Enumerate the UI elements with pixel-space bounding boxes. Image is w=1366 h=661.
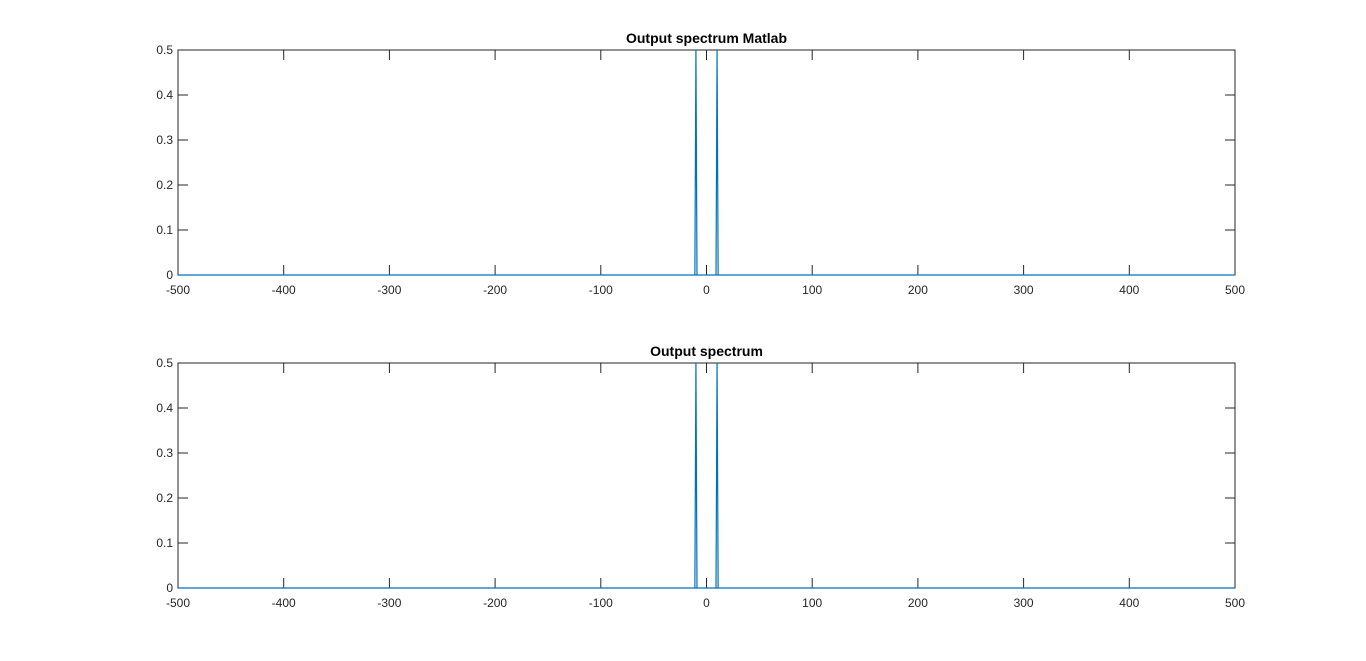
- plot-title: Output spectrum Matlab: [626, 30, 787, 46]
- y-tick-label: 0.4: [156, 401, 173, 415]
- x-tick-label: -400: [272, 596, 296, 610]
- x-tick-label: 500: [1225, 283, 1245, 297]
- series-marks: [178, 49, 1235, 276]
- series-marks: [178, 362, 1235, 589]
- y-axis-ticks: 0 0.1 0.2 0.3 0.4 0.5: [156, 43, 1235, 282]
- x-tick-label: -200: [483, 596, 507, 610]
- y-tick-label: 0.2: [156, 178, 173, 192]
- x-tick-label: -100: [589, 596, 613, 610]
- series-line: [178, 49, 1235, 276]
- x-tick-label: 200: [908, 596, 928, 610]
- x-tick-label: 300: [1014, 283, 1034, 297]
- x-tick-label: 200: [908, 283, 928, 297]
- axes-box: [177, 49, 1236, 276]
- x-tick-label: -200: [483, 283, 507, 297]
- x-axis-ticks: -500 -400 -300 -200 -100 0 100 200 300 400 500: [166, 50, 1245, 297]
- x-tick-label: 500: [1225, 596, 1245, 610]
- x-tick-label: -300: [377, 283, 401, 297]
- y-tick-label: 0.1: [156, 536, 173, 550]
- axes-box: [177, 362, 1236, 589]
- x-tick-label: 0: [703, 283, 710, 297]
- x-tick-label: -300: [377, 596, 401, 610]
- y-tick-label: 0.5: [156, 43, 173, 57]
- y-tick-label: 0.5: [156, 356, 173, 370]
- y-tick-label: 0.3: [156, 133, 173, 147]
- y-tick-label: 0.4: [156, 88, 173, 102]
- x-tick-label: 400: [1119, 596, 1139, 610]
- x-tick-label: -400: [272, 283, 296, 297]
- y-axis-ticks: 0 0.1 0.2 0.3 0.4 0.5: [156, 356, 1235, 595]
- x-tick-label: 0: [703, 596, 710, 610]
- subplot-top: Output spectrum Matlab -500 -400 -300 -200-…: [156, 30, 1245, 297]
- subplot-bottom: Output spectrum -500 -400 -300 -200 -100 0 100…: [156, 343, 1245, 610]
- y-tick-label: 0.2: [156, 491, 173, 505]
- x-tick-label: 300: [1014, 596, 1034, 610]
- y-tick-label: 0: [166, 581, 173, 595]
- series-line: [178, 362, 1235, 589]
- x-axis-ticks: -500 -400 -300 -200 -100 0 100 200 300 400 500: [166, 363, 1245, 610]
- x-tick-label: 400: [1119, 283, 1139, 297]
- x-tick-label: -500: [166, 283, 190, 297]
- x-tick-label: 100: [802, 596, 822, 610]
- y-tick-label: 0.1: [156, 223, 173, 237]
- plot-title: Output spectrum: [650, 343, 763, 359]
- x-tick-label: 100: [802, 283, 822, 297]
- x-tick-label: -500: [166, 596, 190, 610]
- x-tick-label: -100: [589, 283, 613, 297]
- y-tick-label: 0.3: [156, 446, 173, 460]
- y-tick-label: 0: [166, 268, 173, 282]
